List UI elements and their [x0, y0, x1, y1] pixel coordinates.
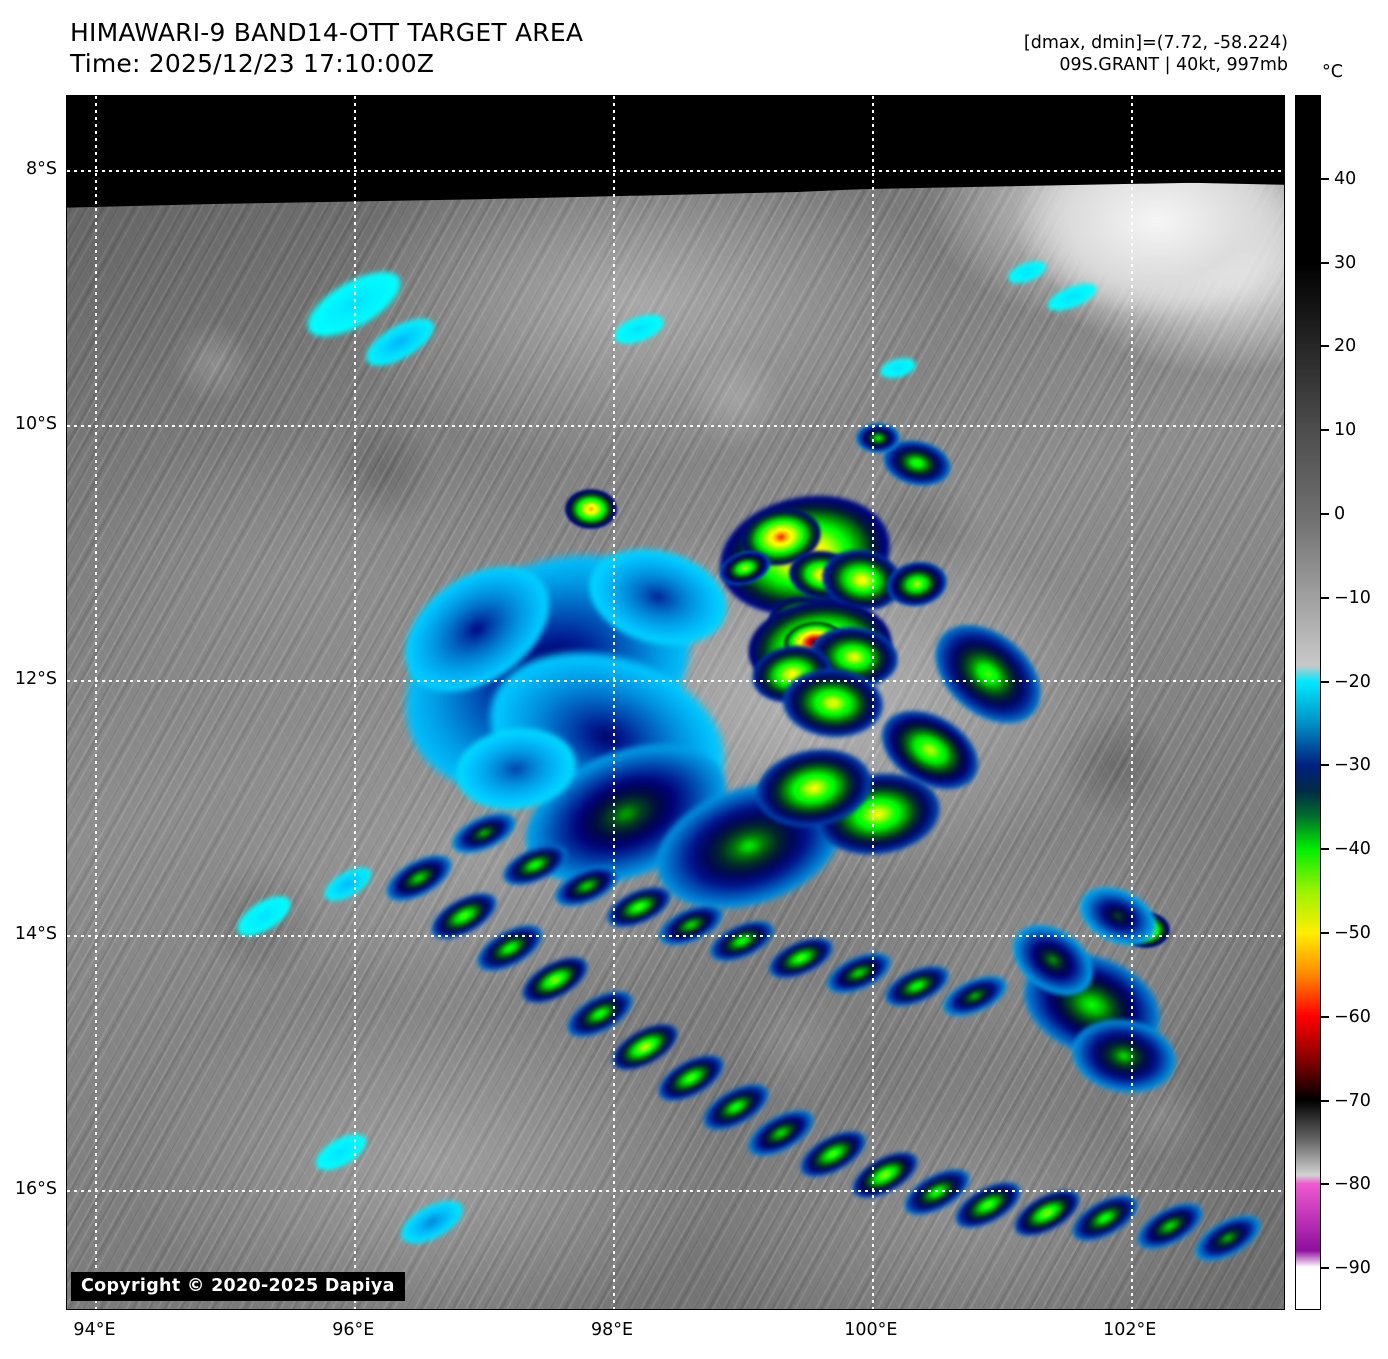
- colorbar-tick-mark: [1321, 680, 1329, 683]
- colorbar-tick-label: −50: [1334, 922, 1371, 943]
- colorbar-gradient: [1296, 96, 1320, 1309]
- lon-tick-label: 94°E: [73, 1320, 116, 1340]
- colorbar-tick-label: 30: [1334, 252, 1357, 273]
- page-title: HIMAWARI-9 BAND14-OTT TARGET AREA: [70, 18, 584, 47]
- colorbar-tick-mark: [1321, 512, 1329, 515]
- satellite-image-plot[interactable]: Copyright © 2020-2025 Dapiya: [66, 95, 1285, 1310]
- convective-cell: [565, 489, 618, 530]
- colorbar-tick-label: 0: [1334, 503, 1346, 524]
- colorbar-tick-mark: [1321, 931, 1329, 934]
- colorbar-tick-label: 40: [1334, 168, 1357, 189]
- colorbar-tick-label: −10: [1334, 587, 1371, 608]
- lat-tick-label: 8°S: [26, 158, 57, 179]
- colorbar-tick-label: −20: [1334, 671, 1371, 692]
- colorbar-tick-label: −60: [1334, 1006, 1371, 1027]
- gridline-lat-10°S: [67, 424, 1284, 427]
- lon-tick-label: 102°E: [1103, 1320, 1157, 1340]
- lat-tick-label: 16°S: [14, 1178, 57, 1199]
- colorbar-tick-mark: [1321, 345, 1329, 348]
- convective-cloud-layer: [67, 96, 1284, 1309]
- colorbar-tick-label: 10: [1334, 420, 1357, 441]
- colorbar-tick-mark: [1321, 764, 1329, 767]
- copyright-banner: Copyright © 2020-2025 Dapiya: [71, 1272, 405, 1301]
- colorbar-unit-label: °C: [1322, 62, 1343, 82]
- gridline-lon-100°E: [871, 96, 874, 1309]
- temperature-colorbar[interactable]: [1295, 95, 1321, 1310]
- timestamp-label: Time: 2025/12/23 17:10:00Z: [70, 49, 435, 78]
- gridline-lon-98°E: [613, 96, 616, 1309]
- colorbar-tick-mark: [1321, 848, 1329, 851]
- gridline-lat-8°S: [67, 169, 1284, 172]
- lat-tick-label: 10°S: [14, 413, 57, 434]
- gridline-layer: [67, 96, 1284, 1309]
- lon-tick-label: 100°E: [844, 1320, 898, 1340]
- colorbar-tick-mark: [1321, 1183, 1329, 1186]
- no-data-band-top-2: [67, 96, 1284, 203]
- colorbar-tick-label: −30: [1334, 755, 1371, 776]
- dmax-dmin-label: [dmax, dmin]=(7.72, -58.224): [1023, 33, 1288, 53]
- lat-tick-label: 12°S: [14, 668, 57, 689]
- lon-tick-label: 98°E: [591, 1320, 634, 1340]
- gridline-lat-14°S: [67, 934, 1284, 937]
- colorbar-tick-label: −70: [1334, 1090, 1371, 1111]
- colorbar-tick-label: −80: [1334, 1174, 1371, 1195]
- colorbar-tick-mark: [1321, 1099, 1329, 1102]
- colorbar-tick-mark: [1321, 429, 1329, 432]
- metadata-block: [dmax, dmin]=(7.72, -58.224) 09S.GRANT |…: [1024, 32, 1288, 76]
- colorbar-tick-mark: [1321, 1267, 1329, 1270]
- gridline-lon-94°E: [95, 96, 98, 1309]
- title-block: HIMAWARI-9 BAND14-OTT TARGET AREA Time: …: [70, 18, 583, 80]
- lat-tick-label: 14°S: [14, 923, 57, 944]
- convective-cell: [856, 422, 901, 453]
- plot-inner: Copyright © 2020-2025 Dapiya: [67, 96, 1284, 1309]
- colorbar-tick-mark: [1321, 261, 1329, 264]
- colorbar-tick-mark: [1321, 1015, 1329, 1018]
- colorbar-tick-mark: [1321, 177, 1329, 180]
- lon-tick-label: 96°E: [332, 1320, 375, 1340]
- gridline-lon-102°E: [1130, 96, 1133, 1309]
- colorbar-tick-mark: [1321, 596, 1329, 599]
- colorbar-tick-label: 20: [1334, 336, 1357, 357]
- gridline-lon-96°E: [354, 96, 357, 1309]
- gridline-lat-12°S: [67, 679, 1284, 682]
- colorbar-tick-label: −90: [1334, 1258, 1371, 1279]
- gridline-lat-16°S: [67, 1189, 1284, 1192]
- colorbar-tick-label: −40: [1334, 839, 1371, 860]
- storm-info-label: 09S.GRANT | 40kt, 997mb: [1059, 55, 1288, 75]
